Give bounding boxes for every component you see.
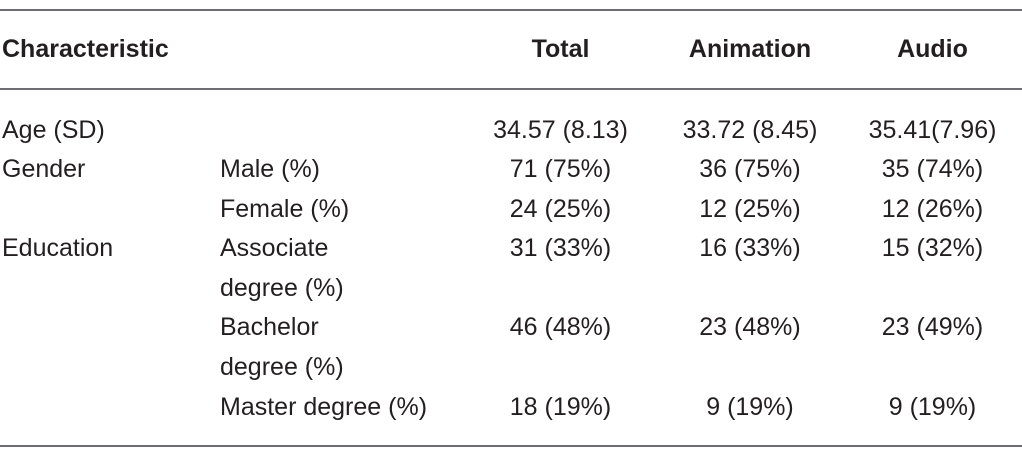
cell-total: 24 (25%)	[509, 195, 612, 223]
row-sub-label: Male (%)	[220, 155, 321, 183]
cell-total: 46 (48%)	[509, 313, 612, 341]
cell-animation: 36 (75%)	[699, 155, 801, 183]
table-bottom-rule	[0, 445, 1022, 447]
cell-animation: 12 (25%)	[699, 195, 801, 223]
cell-total: 31 (33%)	[509, 234, 612, 262]
cell-animation: 23 (48%)	[699, 313, 801, 341]
row-sub-label: Female (%)	[220, 195, 350, 223]
table-header-rule	[0, 88, 1022, 90]
row-sub-label-continued: degree (%)	[220, 353, 344, 381]
row-group-label: Gender	[2, 155, 86, 183]
cell-audio: 9 (19%)	[888, 393, 977, 421]
row-sub-label: Associate	[220, 234, 329, 262]
cell-animation: 9 (19%)	[706, 393, 794, 421]
header-audio: Audio	[897, 35, 968, 63]
row-group-label: Age (SD)	[2, 116, 105, 144]
row-sub-label: Master degree (%)	[220, 393, 428, 421]
cell-total: 71 (75%)	[509, 155, 612, 183]
cell-animation: 16 (33%)	[699, 234, 801, 262]
cell-audio: 12 (26%)	[881, 195, 984, 223]
row-group-label: Education	[2, 234, 114, 262]
cell-audio: 35 (74%)	[881, 155, 984, 183]
cell-animation: 33.72 (8.45)	[682, 116, 818, 144]
table-top-rule	[0, 9, 1022, 11]
cell-total: 34.57 (8.13)	[493, 116, 628, 144]
cell-audio: 23 (49%)	[881, 313, 984, 341]
cell-total: 18 (19%)	[509, 393, 612, 421]
cell-audio: 35.41(7.96)	[868, 116, 997, 144]
header-characteristic: Characteristic	[2, 35, 169, 63]
header-total: Total	[531, 35, 590, 63]
row-sub-label-continued: degree (%)	[220, 274, 344, 302]
header-animation: Animation	[688, 35, 812, 63]
cell-audio: 15 (32%)	[881, 234, 984, 262]
row-sub-label: Bachelor	[220, 313, 319, 341]
